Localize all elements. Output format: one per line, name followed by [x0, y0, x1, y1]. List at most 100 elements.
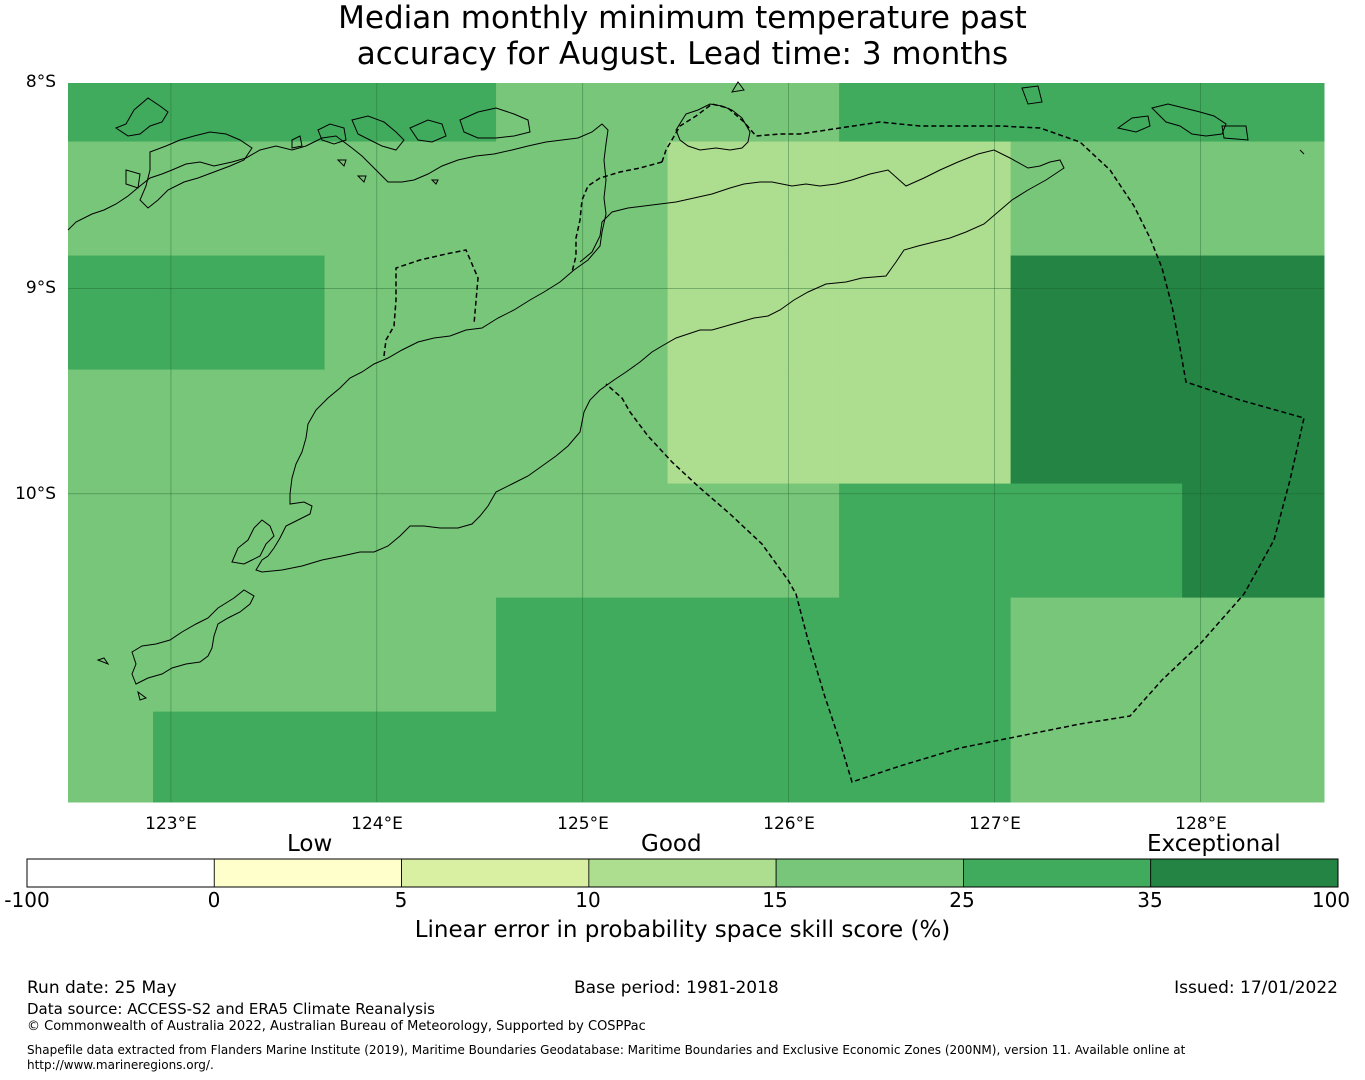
- colorbar-tick-35: 35: [1137, 888, 1163, 912]
- timor-coastline: [67, 123, 1065, 573]
- colorbar-tick-neg100: -100: [4, 888, 50, 912]
- skill-cell: [1182, 83, 1325, 143]
- skill-cell: [839, 255, 1012, 371]
- skill-cell: [153, 369, 326, 485]
- skill-cell: [496, 255, 669, 371]
- skill-cell: [1182, 369, 1325, 485]
- skill-cell: [153, 83, 326, 143]
- skill-cell: [1010, 255, 1183, 371]
- skill-cell: [68, 369, 154, 485]
- colorbar-segment: [963, 858, 1152, 888]
- category-low: Low: [287, 831, 333, 857]
- skill-cell: [496, 597, 669, 713]
- skill-cell: [324, 711, 497, 803]
- lon-label-127e: 127°E: [969, 814, 1021, 834]
- skill-cell: [667, 711, 840, 803]
- skill-cell: [1010, 711, 1183, 803]
- skill-cell: [1182, 711, 1325, 803]
- colorbar-segment: [401, 858, 590, 888]
- run-date: Run date: 25 May: [27, 978, 177, 998]
- skill-cell: [153, 141, 326, 257]
- colorbar-tick-5: 5: [394, 888, 408, 912]
- colorbar-segment: [213, 858, 402, 888]
- skill-cell: [68, 711, 154, 803]
- flores-coast: [114, 97, 1305, 209]
- skill-cell: [68, 597, 154, 713]
- skill-cell: [496, 483, 669, 599]
- colorbar-segment: [26, 858, 215, 888]
- category-exceptional: Exceptional: [1147, 831, 1281, 857]
- colorbar-tick-100: 100: [1311, 888, 1351, 912]
- issued-date: Issued: 17/01/2022: [1174, 978, 1338, 998]
- graticule: [68, 83, 1324, 802]
- skill-cell: [68, 141, 154, 257]
- skill-cell: [1182, 597, 1325, 713]
- skill-cell: [68, 483, 154, 599]
- skill-cell: [1010, 369, 1183, 485]
- skill-cell: [839, 83, 1012, 143]
- skill-cell: [667, 141, 840, 257]
- skill-cell: [153, 255, 326, 371]
- lon-label-128e: 128°E: [1175, 814, 1227, 834]
- skill-cell: [153, 483, 326, 599]
- chart-title: Median monthly minimum temperature past …: [0, 0, 1365, 72]
- skill-cell: [839, 597, 1012, 713]
- colorbar-segment: [588, 858, 777, 888]
- skill-cell: [496, 711, 669, 803]
- category-good: Good: [641, 831, 702, 857]
- skill-cell: [324, 597, 497, 713]
- skill-cell: [324, 83, 497, 143]
- skill-cell: [1182, 483, 1325, 599]
- lat-label-8s: 8°S: [25, 72, 56, 92]
- colorbar-segment: [775, 858, 964, 888]
- skill-cell: [153, 711, 326, 803]
- skill-cell: [839, 141, 1012, 257]
- lat-label-9s: 9°S: [25, 278, 56, 298]
- skill-cell: [667, 483, 840, 599]
- colorbar-label: Linear error in probability space skill …: [414, 917, 951, 943]
- skill-cell: [1010, 597, 1183, 713]
- lon-label-126e: 126°E: [763, 814, 815, 834]
- alor-island: [1021, 85, 1249, 141]
- colorbar-segment: [1150, 858, 1339, 888]
- skill-cell: [1010, 483, 1183, 599]
- skill-grid: [68, 83, 1325, 803]
- colorbar-frame: [26, 858, 1339, 888]
- skill-cell: [496, 369, 669, 485]
- skill-cell: [667, 597, 840, 713]
- shapefile-credit: Shapefile data extracted from Flanders M…: [27, 1043, 1186, 1072]
- skill-cell: [68, 255, 154, 371]
- skill-cell: [324, 141, 497, 257]
- colorbar-tick-10: 10: [575, 888, 601, 912]
- skill-cell: [1182, 141, 1325, 257]
- copyright: © Commonwealth of Australia 2022, Austra…: [27, 1019, 646, 1034]
- skill-cell: [839, 483, 1012, 599]
- timor-leste-eez: [571, 103, 1305, 783]
- skill-cell: [1182, 255, 1325, 371]
- skill-cell: [324, 369, 497, 485]
- coastline: [67, 81, 1305, 701]
- oecusse-eez: [383, 249, 479, 357]
- skill-cell: [839, 711, 1012, 803]
- semau-island: [231, 519, 275, 565]
- lon-label-124e: 124°E: [351, 814, 403, 834]
- rote-island: [96, 589, 255, 701]
- colorbar-tick-15: 15: [762, 888, 788, 912]
- colorbar-tick-0: 0: [207, 888, 221, 912]
- colorbar-tick-25: 25: [949, 888, 975, 912]
- skill-cell: [153, 597, 326, 713]
- maritime-boundary: [383, 103, 1305, 783]
- title-line-2: accuracy for August. Lead time: 3 months: [356, 36, 1009, 72]
- skill-cell: [667, 255, 840, 371]
- lon-label-123e: 123°E: [145, 814, 197, 834]
- lon-label-125e: 125°E: [557, 814, 609, 834]
- skill-cell: [667, 369, 840, 485]
- skill-cell: [839, 369, 1012, 485]
- colorbar: [26, 858, 1339, 888]
- lat-label-10s: 10°S: [15, 484, 56, 504]
- skill-cell: [496, 83, 669, 143]
- base-period: Base period: 1981-2018: [574, 978, 779, 998]
- skill-cell: [324, 483, 497, 599]
- skill-cell: [68, 83, 154, 143]
